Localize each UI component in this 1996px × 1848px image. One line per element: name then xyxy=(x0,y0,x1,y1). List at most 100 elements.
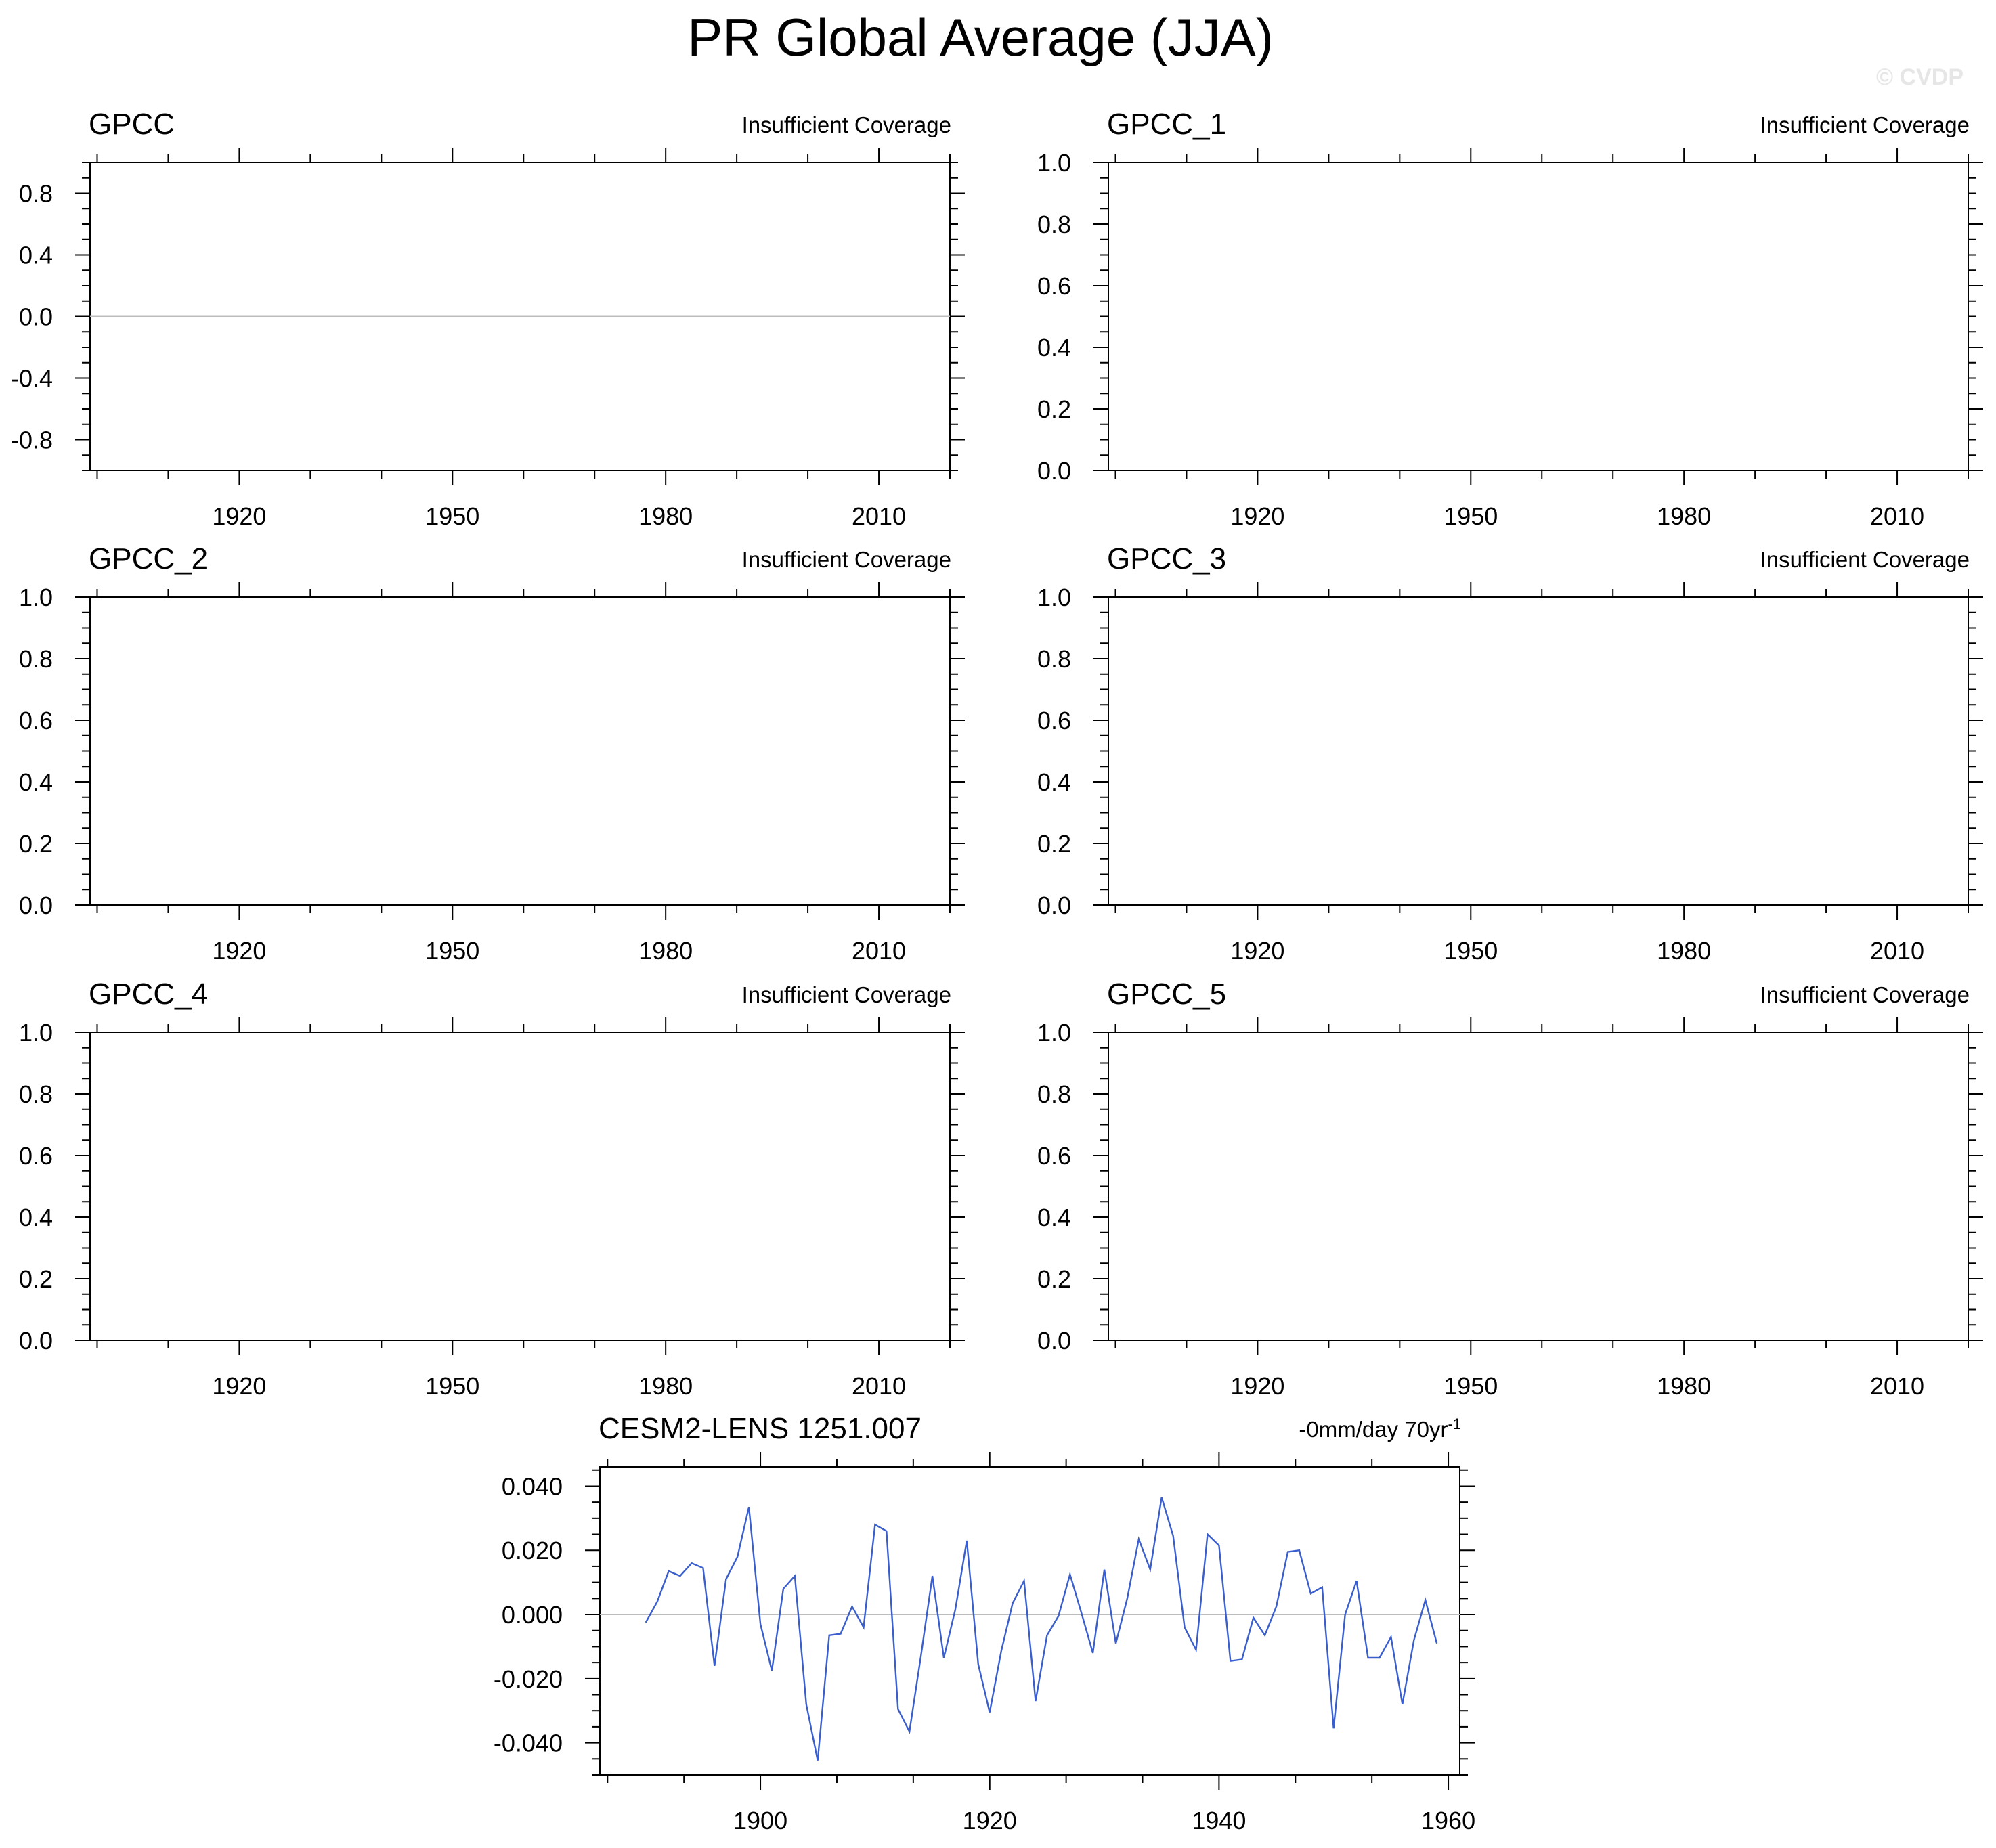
y-tick-label: 0.0 xyxy=(1037,892,1071,919)
y-tick-label: 0.040 xyxy=(502,1472,563,1500)
x-tick-label: 1980 xyxy=(638,937,693,965)
plot-frame xyxy=(1108,162,1969,471)
x-tick-label: 1920 xyxy=(1230,502,1284,530)
x-tick-label: 1980 xyxy=(1657,937,1711,965)
panel-right-label: Insufficient Coverage xyxy=(1760,982,1970,1007)
y-tick-label: -0.4 xyxy=(11,365,53,393)
y-tick-label: 0.8 xyxy=(19,1080,53,1108)
panel-6: 1920 1950 1980 2010 0.0 0.2 0.4 0.6 0.8 1.0 GPCC_5… xyxy=(1037,977,1983,1400)
figure-title: PR Global Average (JJA) xyxy=(687,7,1274,67)
y-axis: -0.8 -0.4 0.0 0.4 0.8 xyxy=(11,162,965,471)
y-tick-label: 1.0 xyxy=(19,584,53,611)
y-tick-label: 0.4 xyxy=(1037,334,1071,361)
x-tick-label: 1920 xyxy=(1230,937,1284,965)
x-tick-label: 1950 xyxy=(1444,1372,1498,1400)
x-tick-label: 1960 xyxy=(1421,1807,1475,1834)
x-tick-label: 1920 xyxy=(212,1372,266,1400)
x-tick-label: 1980 xyxy=(638,502,693,530)
y-tick-label: 0.6 xyxy=(1037,707,1071,734)
y-tick-label: -0.8 xyxy=(11,426,53,454)
x-tick-label: 2010 xyxy=(1870,502,1924,530)
x-tick-label: 1950 xyxy=(425,502,479,530)
y-tick-label: 0.4 xyxy=(19,1204,53,1231)
y-tick-label: 0.8 xyxy=(1037,1080,1071,1108)
y-tick-label: 1.0 xyxy=(1037,1019,1071,1047)
x-axis: 1920 1950 1980 2010 xyxy=(96,1017,951,1400)
panel-right-label: Insufficient Coverage xyxy=(742,112,951,137)
y-tick-label: 0.0 xyxy=(19,1327,53,1355)
y-tick-label: 0.4 xyxy=(19,768,53,796)
x-tick-label: 1950 xyxy=(425,937,479,965)
y-tick-label: 1.0 xyxy=(19,1019,53,1047)
x-tick-label: 1940 xyxy=(1192,1807,1246,1834)
x-tick-label: 1920 xyxy=(963,1807,1017,1834)
x-tick-label: 1980 xyxy=(1657,1372,1711,1400)
panel-right-label: -0mm/day 70yr-1 xyxy=(1299,1415,1461,1443)
y-axis: 0.0 0.2 0.4 0.6 0.8 1.0 xyxy=(19,1019,965,1355)
x-axis: 1920 1950 1980 2010 xyxy=(96,582,951,965)
y-tick-label: 0.0 xyxy=(1037,1327,1071,1355)
y-tick-label: 1.0 xyxy=(1037,149,1071,177)
panel-title: GPCC_1 xyxy=(1107,108,1226,141)
y-tick-label: 0.4 xyxy=(1037,768,1071,796)
y-axis: 0.0 0.2 0.4 0.6 0.8 1.0 xyxy=(19,584,965,919)
panel-right-label: Insufficient Coverage xyxy=(1760,547,1970,572)
y-axis: 0.0 0.2 0.4 0.6 0.8 1.0 xyxy=(1037,1019,1983,1355)
y-tick-label: 0.4 xyxy=(19,242,53,269)
x-tick-label: 2010 xyxy=(852,1372,906,1400)
y-tick-label: 0.2 xyxy=(1037,830,1071,858)
y-tick-label: 0.8 xyxy=(1037,211,1071,238)
plot-frame xyxy=(89,596,951,906)
x-tick-label: 2010 xyxy=(1870,937,1924,965)
y-tick-label: 0.0 xyxy=(19,303,53,331)
y-tick-label: -0.020 xyxy=(494,1665,563,1693)
series-line xyxy=(645,1497,1438,1761)
y-tick-label: 0.6 xyxy=(19,707,53,734)
x-tick-label: 1920 xyxy=(212,937,266,965)
x-tick-label: 1920 xyxy=(1230,1372,1284,1400)
panel-2: 1920 1950 1980 2010 0.0 0.2 0.4 0.6 0.8 1.0 GPCC_1… xyxy=(1037,108,1983,530)
y-tick-label: 0.2 xyxy=(19,1265,53,1293)
y-tick-label: 0.8 xyxy=(19,180,53,208)
x-tick-label: 1950 xyxy=(1444,937,1498,965)
x-axis: 1900 1920 1940 1960 xyxy=(607,1452,1475,1834)
x-tick-label: 1920 xyxy=(212,502,266,530)
y-tick-label: 0.8 xyxy=(19,645,53,673)
x-tick-label: 2010 xyxy=(852,937,906,965)
y-axis: 0.0 0.2 0.4 0.6 0.8 1.0 xyxy=(1037,149,1983,485)
y-tick-label: 0.4 xyxy=(1037,1204,1071,1231)
y-axis: 0.0 0.2 0.4 0.6 0.8 1.0 xyxy=(1037,584,1983,919)
x-axis: 1920 1950 1980 2010 xyxy=(1114,148,1969,530)
panel-title: GPCC_4 xyxy=(89,977,208,1011)
panel-1: 1920 1950 1980 2010 -0.8 -0.4 0.0 0.4 0.8 GPCC Ins… xyxy=(11,108,965,530)
y-tick-label: 0.2 xyxy=(1037,395,1071,423)
x-tick-label: 2010 xyxy=(1870,1372,1924,1400)
x-tick-label: 1950 xyxy=(425,1372,479,1400)
panel-4: 1920 1950 1980 2010 0.0 0.2 0.4 0.6 0.8 1.0 GPCC_3… xyxy=(1037,542,1983,965)
y-tick-label: 0.2 xyxy=(1037,1265,1071,1293)
panel-title: GPCC_3 xyxy=(1107,542,1226,575)
y-tick-label: 0.6 xyxy=(1037,272,1071,300)
y-axis: -0.040 -0.020 0.000 0.020 0.040 xyxy=(494,1469,1475,1776)
panel-3: 1920 1950 1980 2010 0.0 0.2 0.4 0.6 0.8 1.0 GPCC_2… xyxy=(19,542,965,965)
panel-5: 1920 1950 1980 2010 0.0 0.2 0.4 0.6 0.8 1.0 GPCC_4… xyxy=(19,977,965,1400)
x-tick-label: 1980 xyxy=(1657,502,1711,530)
y-tick-label: 1.0 xyxy=(1037,584,1071,611)
x-tick-label: 2010 xyxy=(852,502,906,530)
y-tick-label: 0.0 xyxy=(19,892,53,919)
y-tick-label: 0.8 xyxy=(1037,645,1071,673)
x-tick-label: 1950 xyxy=(1444,502,1498,530)
plot-frame xyxy=(89,1032,951,1341)
plot-frame xyxy=(1108,596,1969,906)
panel-title: GPCC xyxy=(89,108,175,141)
x-tick-label: 1900 xyxy=(733,1807,787,1834)
y-tick-label: 0.6 xyxy=(1037,1142,1071,1170)
panel-title: CESM2-LENS 1251.007 xyxy=(599,1412,921,1445)
panel-right-label: Insufficient Coverage xyxy=(1760,112,1970,137)
x-axis: 1920 1950 1980 2010 xyxy=(96,148,951,530)
y-tick-label: 0.000 xyxy=(502,1601,563,1629)
y-tick-label: 0.6 xyxy=(19,1142,53,1170)
y-tick-label: -0.040 xyxy=(494,1730,563,1757)
x-axis: 1920 1950 1980 2010 xyxy=(1114,582,1969,965)
